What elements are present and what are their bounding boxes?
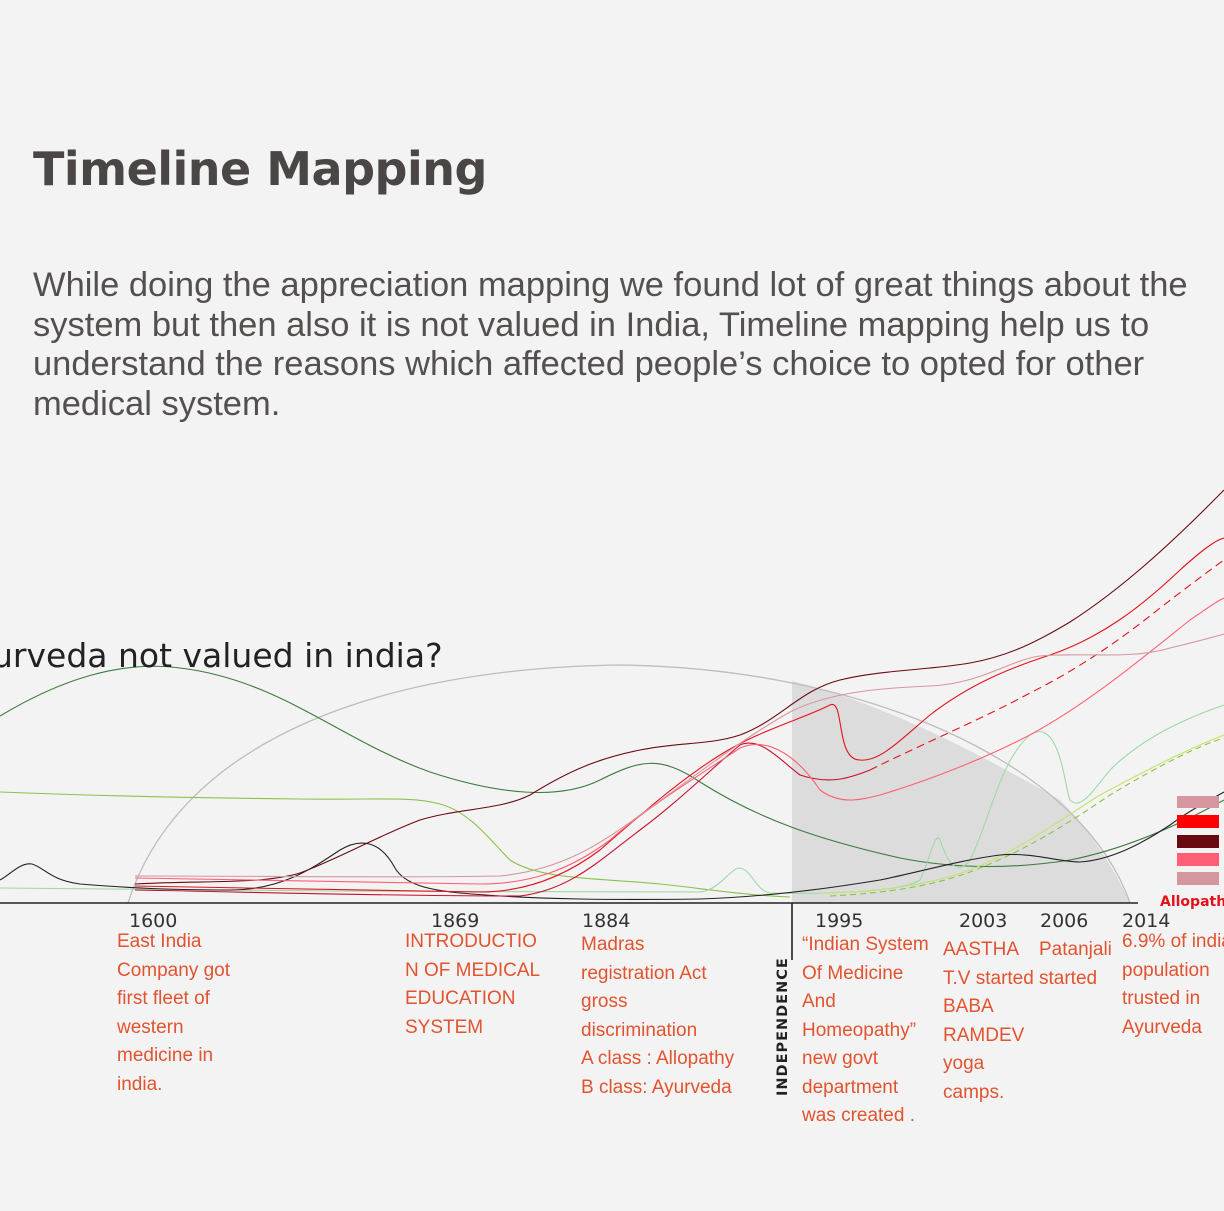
- year-label-1869: 1869: [431, 910, 480, 932]
- legend-swatch: [1177, 796, 1219, 808]
- legend-label-allopathy: Allopathy: [1160, 894, 1224, 910]
- milestone-note-1600: East India Company got first fleet of we…: [117, 931, 231, 1095]
- legend-swatch: [1177, 835, 1219, 848]
- legend-swatch: [1177, 872, 1219, 885]
- curve-green-mint: [0, 704, 1224, 894]
- milestone-note-2014: 6.9% of india population trusted in Ayur…: [1122, 931, 1224, 1038]
- year-label-2003: 2003: [959, 910, 1008, 932]
- legend-swatch: [1177, 853, 1219, 866]
- milestone-note-2003: AASTHA T.V started BABA RAMDEV yoga camp…: [943, 939, 1034, 1103]
- intro-line: While doing the appreciation mapping we …: [33, 266, 1188, 304]
- diagram-question: urveda not valued in india?: [0, 636, 443, 675]
- year-label-1600: 1600: [129, 910, 178, 932]
- milestone-note-1884: Madras registration Act gross discrimina…: [581, 934, 735, 1098]
- milestone-note-2006: Patanjali started: [1039, 939, 1112, 989]
- year-label-2006: 2006: [1040, 910, 1089, 932]
- intro-line: understand the reasons which affected pe…: [33, 345, 1145, 383]
- legend-swatches: [1177, 796, 1219, 885]
- curve-lime-dashed: [829, 737, 1224, 897]
- curve-dark-red: [134, 489, 1224, 885]
- intro-line: system but then also it is not valued in…: [33, 305, 1150, 344]
- curve-pink: [134, 597, 1224, 885]
- post-independence-shade: [792, 681, 1130, 903]
- curve-red-dashed: [869, 559, 1224, 771]
- intro-line: medical system.: [33, 384, 281, 423]
- curve-green-light: [0, 791, 791, 898]
- milestone-note-1995: “Indian System Of Medicine And Homeopath…: [802, 934, 929, 1126]
- curve-green-dark: [0, 665, 1224, 868]
- year-label-2014: 2014: [1122, 910, 1171, 932]
- curve-lime: [819, 734, 1224, 894]
- curve-rose: [134, 633, 1224, 878]
- curve-red: [134, 537, 1224, 893]
- year-label-1995: 1995: [815, 910, 864, 932]
- independence-label: INDEPENDENCE: [775, 957, 791, 1096]
- page-title: Timeline Mapping: [33, 142, 487, 196]
- year-label-1884: 1884: [582, 910, 631, 932]
- intro-paragraph: While doing the appreciation mapping we …: [33, 266, 1224, 424]
- milestone-note-1869: INTRODUCTIO N OF MEDICAL EDUCATION SYSTE…: [405, 931, 541, 1038]
- timeline-arc: [127, 664, 1131, 904]
- curve-black: [0, 791, 1224, 901]
- curve-red-mid: [134, 742, 871, 897]
- legend-swatch: [1177, 815, 1219, 828]
